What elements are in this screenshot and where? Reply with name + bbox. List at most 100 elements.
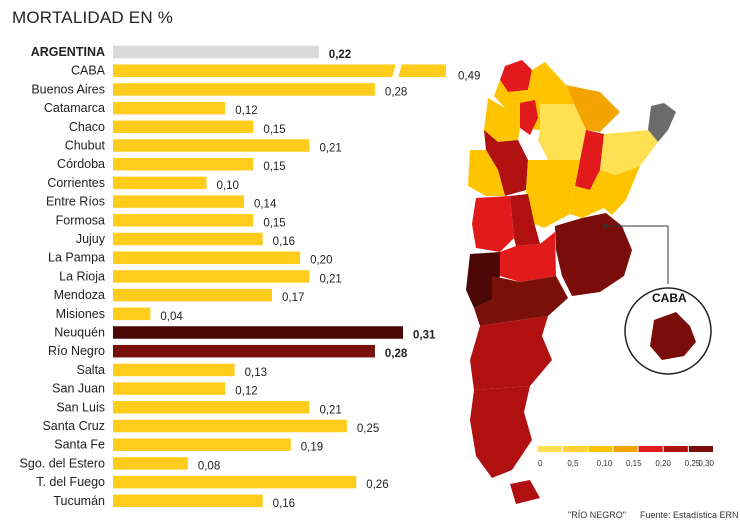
map-region-san-luis <box>510 194 540 246</box>
bar-value-label: 0,15 <box>263 161 285 173</box>
bar-value-label: 0,21 <box>319 404 341 416</box>
legend-tick-label: 0,20 <box>655 459 671 468</box>
legend-tick-label: 0,25 <box>685 459 701 468</box>
bar-label: Río Negro <box>48 344 105 358</box>
bar <box>113 494 263 508</box>
bar-value-label: 0,19 <box>301 442 323 454</box>
bar <box>113 307 151 321</box>
bar <box>113 101 226 115</box>
bar-group: ARGENTINA 0,22 CABA 0,49 Buenos Aires 0,28 Cat… <box>20 45 481 510</box>
map-region-misiones <box>648 103 676 142</box>
bar-value-label: 0,12 <box>235 105 257 117</box>
bar-label: Chaco <box>69 120 105 134</box>
bar <box>113 475 357 489</box>
bar-label: Santa Fe <box>54 438 105 452</box>
bar-value-label: 0,25 <box>357 423 379 435</box>
bar <box>113 457 188 470</box>
bar <box>113 288 273 302</box>
bar-value-label: 0,16 <box>273 236 295 248</box>
argentina-map: CABA <box>466 60 712 504</box>
map-region-tierra-del-fuego <box>510 480 540 504</box>
bar-label: San Juan <box>52 382 105 396</box>
bar-value-label: 0,22 <box>329 49 351 61</box>
map-region-formosa <box>566 85 620 132</box>
bar <box>113 344 375 358</box>
map-region-chubut <box>470 316 552 390</box>
map-region-sgo-estero <box>538 104 586 160</box>
legend-swatch <box>613 446 638 452</box>
bar-label: Córdoba <box>57 157 105 171</box>
map-region-entre-rios <box>604 166 640 215</box>
bar <box>113 419 347 433</box>
bar-label: CABA <box>71 64 106 78</box>
bar-value-label: 0,28 <box>385 348 408 360</box>
map-region-tucuman <box>520 100 538 135</box>
bar <box>113 382 226 395</box>
bar-value-label: 0,21 <box>319 273 341 285</box>
bar <box>113 120 254 134</box>
map-region-neuquen <box>466 252 500 308</box>
map-region-buenos-aires <box>555 213 632 296</box>
bar <box>113 363 235 377</box>
bar-label: San Luis <box>56 400 105 414</box>
bar-label: Mendoza <box>54 288 105 302</box>
bar-label: Misiones <box>56 307 105 321</box>
map-region-jujuy <box>500 60 532 92</box>
bar-value-label: 0,04 <box>160 311 183 323</box>
map-region-mendoza <box>472 196 514 252</box>
bar-value-label: 0,20 <box>310 255 332 267</box>
bar <box>113 401 310 414</box>
legend-swatch <box>588 446 613 452</box>
caba-inset-shape <box>650 312 696 360</box>
footer-note: "RÍO NEGRO" <box>568 510 626 520</box>
bar <box>113 176 207 190</box>
bar-label: Sgo. del Estero <box>20 456 106 470</box>
bar <box>113 83 375 96</box>
bar-value-label: 0,12 <box>235 386 257 398</box>
legend-swatch <box>663 446 688 452</box>
legend-tick-label: 0,10 <box>597 459 613 468</box>
bar <box>113 326 403 339</box>
map-legend: 0 0,5 0,10 0,15 0,20 0,250,30 <box>538 446 715 468</box>
bar-value-label: 0,14 <box>254 199 277 211</box>
caba-inset-label: CABA <box>652 291 687 305</box>
legend-tick-label: 0,15 <box>626 459 642 468</box>
bar-label: Neuquén <box>54 326 105 340</box>
bar-label: Entre Ríos <box>46 195 105 209</box>
bar-value-label: 0,17 <box>282 292 304 304</box>
bar-label: Chubut <box>65 139 106 153</box>
bar-value-label: 0,13 <box>245 367 267 379</box>
bar <box>113 214 254 227</box>
map-region-corrientes <box>600 130 658 175</box>
legend-swatch <box>563 446 588 452</box>
bar <box>113 438 291 451</box>
bar <box>113 157 254 171</box>
bar-value-label: 0,49 <box>458 71 480 83</box>
bar-label: La Rioja <box>59 269 105 283</box>
bar-value-label: 0,15 <box>263 217 285 229</box>
chart-title: MORTALIDAD EN % <box>12 8 174 27</box>
bar-label: ARGENTINA <box>31 45 105 59</box>
bar-value-label: 0,16 <box>273 498 295 510</box>
map-region-santa-cruz <box>470 386 532 478</box>
bar <box>113 64 446 77</box>
legend-tick-label: 0,5 <box>567 459 579 468</box>
legend-swatch <box>638 446 663 452</box>
bar-label: Buenos Aires <box>31 82 105 96</box>
map-region-santa-fe <box>570 170 616 218</box>
bar <box>113 195 244 208</box>
bar-label: Catamarca <box>44 101 105 115</box>
bar-value-label: 0,10 <box>217 180 239 192</box>
bar-label: Corrientes <box>47 176 105 190</box>
map-region-catamarca <box>484 98 520 142</box>
bar-value-label: 0,31 <box>413 330 436 342</box>
bar-value-label: 0,08 <box>198 460 220 472</box>
map-region-rio-negro <box>474 276 568 326</box>
legend-tick-label: 0,30 <box>698 459 714 468</box>
legend-swatch <box>538 446 563 452</box>
bar-label: Jujuy <box>76 232 106 246</box>
map-region-san-juan <box>468 150 505 196</box>
bar-label: Salta <box>77 363 106 377</box>
legend-swatch <box>688 446 713 452</box>
